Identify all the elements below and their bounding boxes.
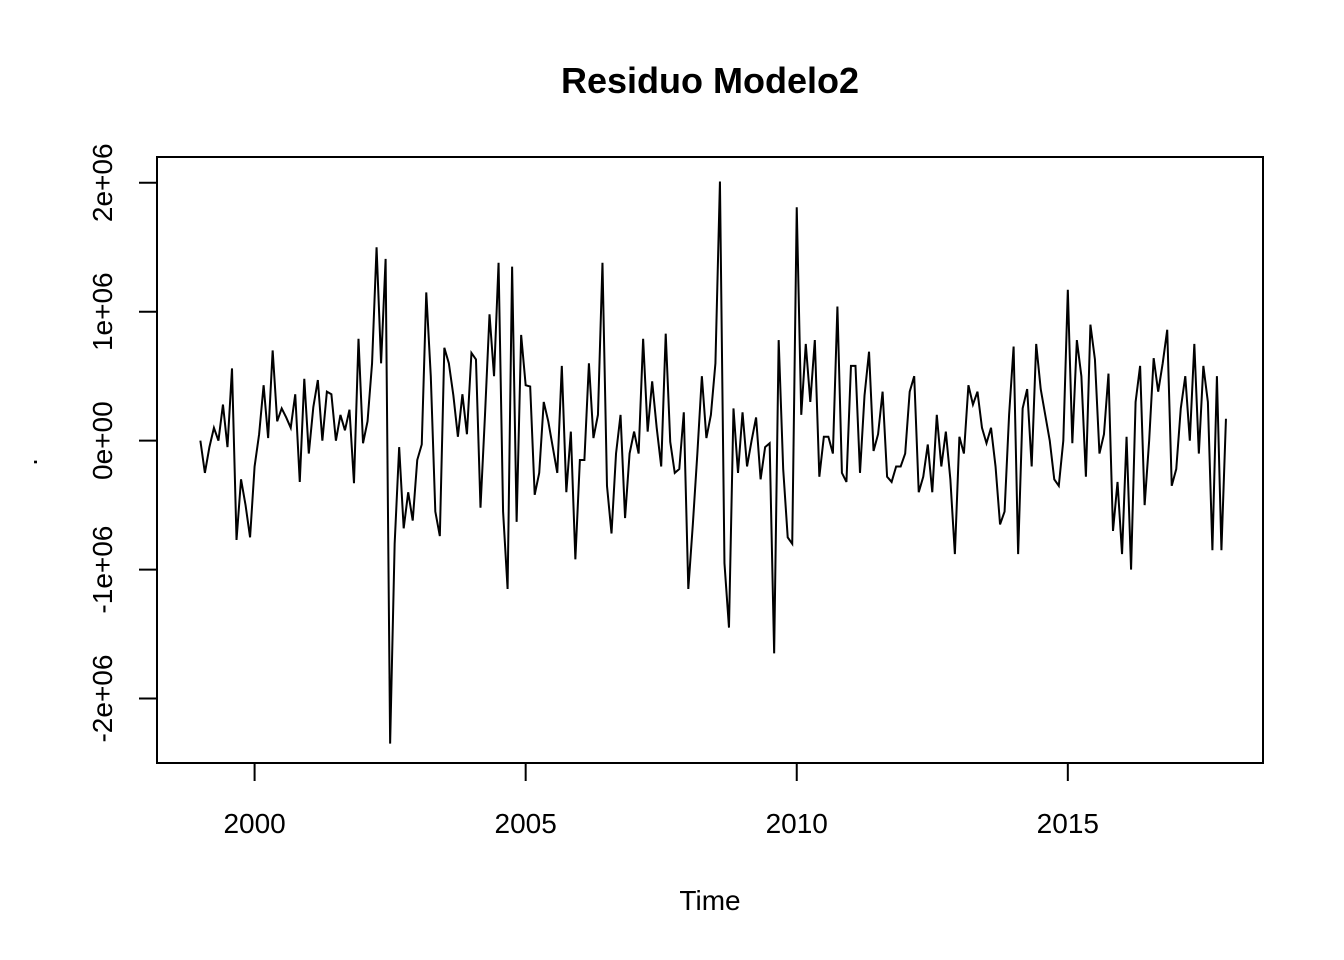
y-tick-label: -2e+06 bbox=[87, 655, 118, 743]
x-axis-label: Time bbox=[679, 885, 740, 916]
x-tick-label: 2015 bbox=[1037, 808, 1099, 839]
series-group bbox=[199, 181, 1227, 744]
y-axis: -2e+06 -1e+06 0e+00 1e+06 2e+06 bbox=[87, 143, 158, 743]
plot-frame bbox=[156, 156, 1264, 764]
x-tick-label: 2000 bbox=[223, 808, 285, 839]
x-tick-label: 2005 bbox=[495, 808, 557, 839]
y-tick-label: 0e+00 bbox=[87, 401, 118, 480]
x-tick-label: 2010 bbox=[766, 808, 828, 839]
chart-title: Residuo Modelo2 bbox=[561, 60, 859, 101]
y-tick-label: -1e+06 bbox=[87, 526, 118, 614]
y-axis-label: . bbox=[12, 458, 43, 466]
series-line bbox=[199, 181, 1227, 744]
y-tick-label: 1e+06 bbox=[87, 272, 118, 351]
x-axis: 2000 2005 2010 2015 bbox=[223, 762, 1099, 839]
y-tick-label: 2e+06 bbox=[87, 143, 118, 222]
